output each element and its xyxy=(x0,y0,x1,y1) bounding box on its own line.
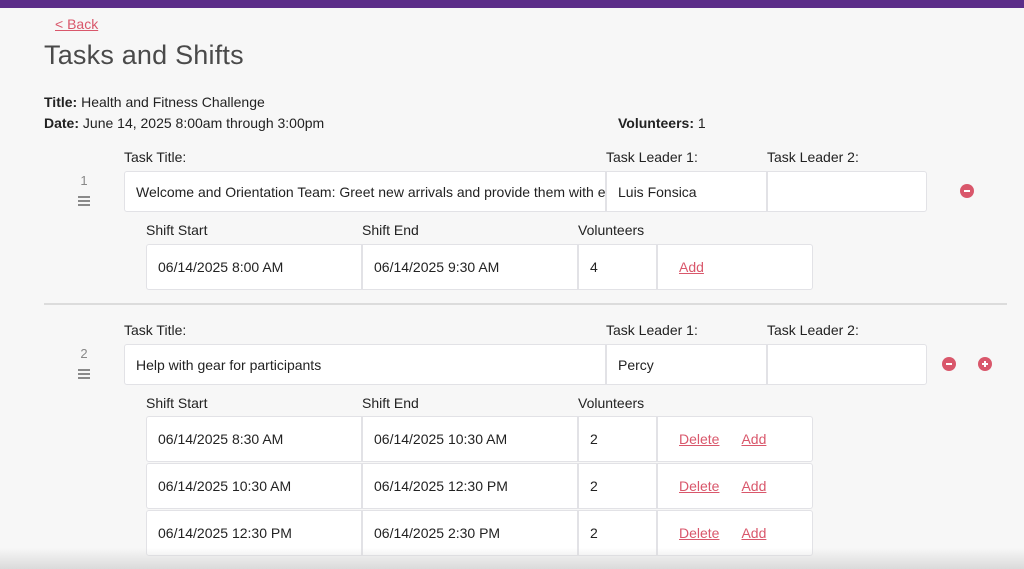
add-shift-link[interactable]: Add xyxy=(741,525,767,541)
remove-task-icon[interactable] xyxy=(960,184,974,198)
task-number: 2 xyxy=(80,346,88,361)
shift-end-label: Shift End xyxy=(362,222,419,238)
task-title-label: Task Title: xyxy=(124,149,187,165)
task-divider xyxy=(44,303,1007,305)
add-shift-link[interactable]: Add xyxy=(741,431,767,447)
event-date-value: June 14, 2025 8:00am through 3:00pm xyxy=(82,115,325,131)
task-leader-2-input[interactable] xyxy=(767,344,927,385)
event-title-value: Health and Fitness Challenge xyxy=(81,94,265,110)
event-volunteers-value: 1 xyxy=(697,115,706,131)
delete-shift-link[interactable]: Delete xyxy=(679,478,720,494)
shift-volunteers-input[interactable]: 4 xyxy=(578,244,657,290)
shift-end-input[interactable]: 06/14/2025 12:30 PM xyxy=(362,463,578,509)
shift-volunteers-input[interactable]: 2 xyxy=(578,463,657,509)
event-volunteers: Volunteers: 1 xyxy=(618,115,706,131)
add-shift-link[interactable]: Add xyxy=(679,259,704,275)
shift-end-input[interactable]: 06/14/2025 10:30 AM xyxy=(362,416,578,462)
back-link[interactable]: < Back xyxy=(55,16,99,32)
task-leader-1-label: Task Leader 1: xyxy=(606,322,698,338)
task-title-input[interactable]: Help with gear for participants xyxy=(124,344,606,385)
event-title: Title: Health and Fitness Challenge xyxy=(44,94,265,110)
task-leader-2-input[interactable] xyxy=(767,171,927,212)
remove-task-icon[interactable] xyxy=(942,357,956,371)
drag-handle-icon[interactable] xyxy=(78,369,90,379)
shift-start-label: Shift Start xyxy=(146,222,208,238)
shift-start-label: Shift Start xyxy=(146,395,208,411)
task-title-label: Task Title: xyxy=(124,322,187,338)
add-shift-link[interactable]: Add xyxy=(741,478,767,494)
page-title: Tasks and Shifts xyxy=(44,40,244,70)
shift-start-input[interactable]: 06/14/2025 8:30 AM xyxy=(146,416,362,462)
event-title-label: Title: xyxy=(44,94,78,110)
task-leader-2-label: Task Leader 2: xyxy=(767,322,859,338)
shift-volunteers-label: Volunteers xyxy=(578,222,645,238)
event-date: Date: June 14, 2025 8:00am through 3:00p… xyxy=(44,115,324,131)
shift-end-input[interactable]: 06/14/2025 2:30 PM xyxy=(362,510,578,556)
shift-volunteers-input[interactable]: 2 xyxy=(578,416,657,462)
event-date-label: Date: xyxy=(44,115,80,131)
task-number: 1 xyxy=(80,173,88,188)
shift-end-label: Shift End xyxy=(362,395,419,411)
task-leader-1-label: Task Leader 1: xyxy=(606,149,698,165)
task-leader-2-label: Task Leader 2: xyxy=(767,149,859,165)
shift-start-input[interactable]: 06/14/2025 10:30 AM xyxy=(146,463,362,509)
task-leader-1-input[interactable]: Percy xyxy=(606,344,767,385)
delete-shift-link[interactable]: Delete xyxy=(679,431,720,447)
shift-start-input[interactable]: 06/14/2025 8:00 AM xyxy=(146,244,362,290)
shift-actions: Delete Add xyxy=(657,416,813,462)
shift-actions: Delete Add xyxy=(657,463,813,509)
shift-actions: Add xyxy=(657,244,813,290)
add-task-icon[interactable] xyxy=(978,357,992,371)
shift-actions: Delete Add xyxy=(657,510,813,556)
shift-volunteers-input[interactable]: 2 xyxy=(578,510,657,556)
event-volunteers-label: Volunteers: xyxy=(618,115,694,131)
shift-volunteers-label: Volunteers xyxy=(578,395,645,411)
drag-handle-icon[interactable] xyxy=(78,196,90,206)
delete-shift-link[interactable]: Delete xyxy=(679,525,720,541)
task-title-input[interactable]: Welcome and Orientation Team: Greet new … xyxy=(124,171,606,212)
task-leader-1-input[interactable]: Luis Fonsica xyxy=(606,171,767,212)
shift-start-input[interactable]: 06/14/2025 12:30 PM xyxy=(146,510,362,556)
shift-end-input[interactable]: 06/14/2025 9:30 AM xyxy=(362,244,578,290)
top-accent-bar xyxy=(0,0,1024,8)
